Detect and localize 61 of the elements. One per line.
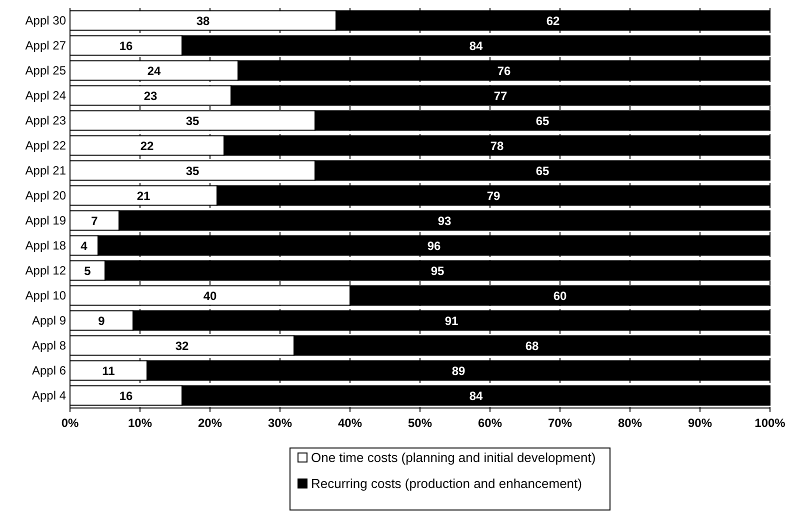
x-tick-label: 50% <box>408 416 432 430</box>
data-label: 9 <box>98 314 106 328</box>
x-tick-label: 60% <box>478 416 502 430</box>
data-label: 11 <box>102 364 116 378</box>
data-label: 79 <box>486 189 500 203</box>
x-tick-label: 10% <box>128 416 152 430</box>
y-tick-label: Appl 12 <box>25 264 66 278</box>
data-label: 65 <box>536 164 550 178</box>
data-label: 91 <box>444 314 458 328</box>
y-tick-label: Appl 19 <box>25 214 66 228</box>
x-tick-label: 90% <box>688 416 712 430</box>
y-tick-label: Appl 22 <box>25 138 66 152</box>
data-label: 89 <box>452 364 466 378</box>
data-label: 16 <box>119 39 133 53</box>
x-tick-label: 30% <box>268 416 292 430</box>
data-label: 16 <box>119 389 133 403</box>
data-label: 96 <box>427 239 441 253</box>
x-tick-label: 40% <box>338 416 362 430</box>
data-label: 35 <box>186 114 200 128</box>
y-tick-label: Appl 30 <box>25 14 66 28</box>
data-label: 77 <box>494 89 508 103</box>
data-label: 7 <box>91 214 98 228</box>
y-tick-label: Appl 20 <box>25 188 66 202</box>
data-label: 21 <box>136 189 150 203</box>
y-tick-label: Appl 23 <box>25 114 66 128</box>
y-tick-label: Appl 21 <box>25 164 66 178</box>
data-label: 5 <box>84 264 92 278</box>
y-tick-label: Appl 18 <box>25 238 66 252</box>
data-label: 95 <box>430 264 444 278</box>
x-tick-label: 0% <box>61 416 79 430</box>
y-tick-label: Appl 27 <box>25 38 66 52</box>
x-tick-label: 70% <box>548 416 572 430</box>
x-tick-label: 20% <box>198 416 222 430</box>
legend-label: Recurring costs (production and enhancement) <box>311 476 582 491</box>
y-tick-label: Appl 9 <box>32 314 66 328</box>
data-label: 35 <box>186 164 200 178</box>
y-tick-label: Appl 25 <box>25 64 66 78</box>
data-label: 65 <box>536 114 550 128</box>
y-tick-label: Appl 8 <box>32 338 66 352</box>
data-label: 4 <box>80 239 88 253</box>
y-tick-label: Appl 10 <box>25 288 66 302</box>
data-label: 93 <box>438 214 452 228</box>
y-tick-label: Appl 24 <box>25 88 66 102</box>
x-tick-label: 80% <box>618 416 642 430</box>
legend-label: One time costs (planning and initial development) <box>311 450 596 465</box>
data-label: 68 <box>525 339 539 353</box>
data-label: 60 <box>553 289 567 303</box>
x-tick-label: 100% <box>754 416 786 430</box>
y-tick-label: Appl 6 <box>32 364 66 378</box>
data-label: 84 <box>469 39 483 53</box>
data-label: 78 <box>490 139 504 153</box>
data-label: 38 <box>196 14 210 28</box>
data-label: 62 <box>546 14 560 28</box>
data-label: 76 <box>497 64 511 78</box>
data-label: 24 <box>147 64 161 78</box>
data-label: 84 <box>469 389 483 403</box>
data-label: 40 <box>203 289 217 303</box>
data-label: 22 <box>140 139 154 153</box>
y-tick-label: Appl 4 <box>32 388 66 402</box>
data-label: 32 <box>175 339 189 353</box>
data-label: 23 <box>144 89 158 103</box>
